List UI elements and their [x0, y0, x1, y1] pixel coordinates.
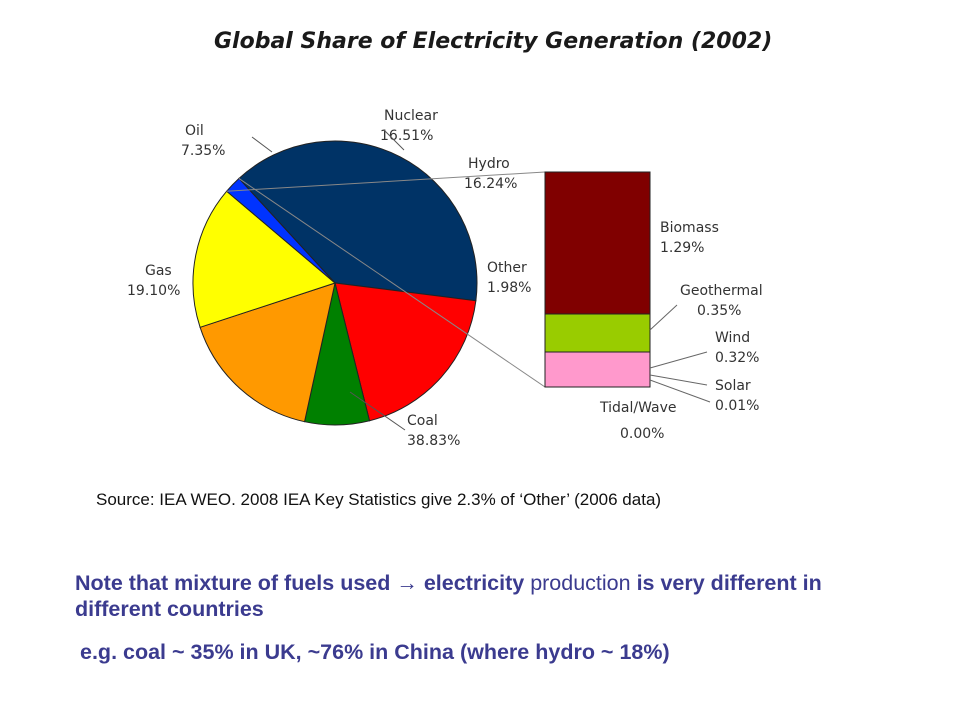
connector-top — [226, 171, 546, 192]
label-leader-line — [383, 129, 405, 151]
chart-labels: Coal 38.83% Gas 19.10% Oil 7.35% Nuclear 16.51%… — [127, 108, 763, 449]
slice-value-coal: 38.83% — [407, 433, 460, 449]
pie-slice-hydro — [192, 190, 337, 328]
segment-value-geothermal: 0.35% — [697, 303, 741, 319]
note-part-2: production — [530, 571, 631, 595]
slice-value-other: 1.98% — [487, 280, 531, 296]
bar-segment-geothermal — [544, 313, 651, 353]
segment-leader-line — [649, 304, 678, 331]
slice-value-gas: 19.10% — [127, 283, 180, 299]
bar-segment-wind — [544, 351, 651, 388]
note-text: Note that mixture of fuels used → electr… — [75, 570, 905, 622]
slice-label-coal: Coal — [407, 413, 438, 429]
chart-panel: Global Share of Electricity Generation (… — [122, 0, 772, 470]
slice-label-other: Other — [487, 260, 527, 276]
segment-value-biomass: 1.29% — [660, 240, 704, 256]
slice-value-hydro: 16.24% — [464, 176, 517, 192]
segment-leader-line — [649, 374, 708, 386]
source-note: Source: IEA WEO. 2008 IEA Key Statistics… — [96, 490, 662, 509]
segment-label-solar: Solar — [715, 378, 751, 394]
bar-segment-biomass — [544, 171, 651, 315]
slice-value-oil: 7.35% — [181, 143, 225, 159]
example-text: e.g. coal ~ 35% in UK, ~76% in China (wh… — [80, 640, 670, 664]
breakdown-connectors — [226, 171, 546, 388]
note-part-1: Note that mixture of fuels used → electr… — [75, 571, 531, 595]
slice-label-nuclear: Nuclear — [384, 108, 438, 124]
segment-label-biomass: Biomass — [660, 220, 719, 236]
slice-label-hydro: Hydro — [468, 156, 510, 172]
segment-leader-line — [649, 379, 711, 403]
segment-label-geothermal: Geothermal — [680, 283, 763, 299]
segment-label-wind: Wind — [715, 330, 750, 346]
connector-bottom — [238, 178, 546, 388]
pie-slice-coal — [238, 140, 478, 302]
note-part-3: is very different in different countries — [75, 571, 822, 621]
pie-slices — [192, 140, 478, 426]
label-leader-line — [349, 391, 406, 431]
slice-label-gas: Gas — [145, 263, 172, 279]
slice-label-oil: Oil — [185, 123, 204, 139]
pie-chart: Global Share of Electricity Generation (… — [127, 29, 772, 449]
segment-value-wind: 0.32% — [715, 350, 759, 366]
chart-title: Global Share of Electricity Generation (… — [214, 29, 772, 54]
slice-value-nuclear: 16.51% — [380, 128, 433, 144]
pie-slice-nuclear — [199, 282, 336, 423]
segment-leader-line — [649, 351, 708, 369]
segment-value-tidal-wave: 0.00% — [620, 426, 664, 442]
other-breakdown-bar — [544, 171, 651, 388]
segment-value-solar: 0.01% — [715, 398, 759, 414]
segment-label-tidal-wave: Tidal/Wave — [599, 400, 677, 416]
label-leader-line — [251, 136, 273, 153]
